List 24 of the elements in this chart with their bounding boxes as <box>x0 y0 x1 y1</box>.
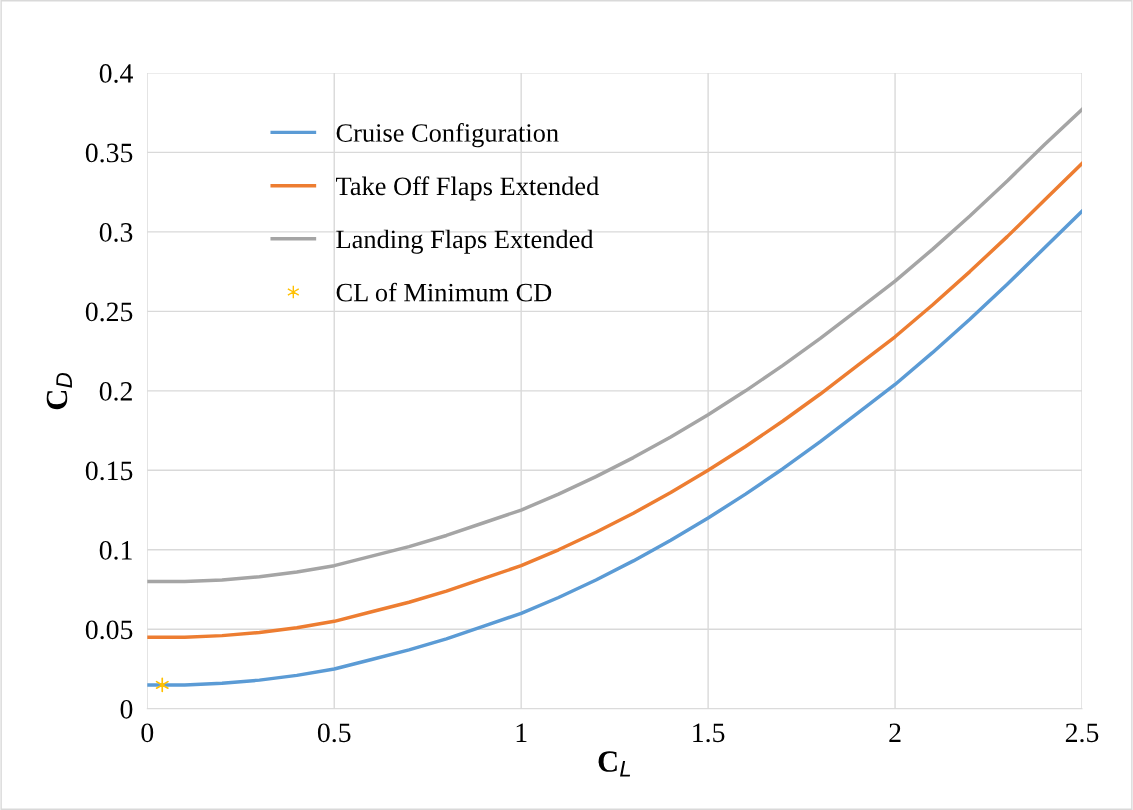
line-series <box>147 107 1083 584</box>
y-tick-label: 0.2 <box>99 381 132 401</box>
line-series <box>147 209 1083 687</box>
line-series <box>147 161 1083 639</box>
y-tick-label: 0.4 <box>99 64 133 83</box>
y-tick-label: 0.25 <box>85 302 133 322</box>
legend-label: Cruise Configuration <box>336 123 559 148</box>
x-tick-label: 2 <box>889 723 901 742</box>
y-tick-label: 0 <box>120 699 133 719</box>
legend-label: CL of Minimum CD <box>336 282 552 302</box>
y-axis-title: C$_{D}$ <box>46 372 72 410</box>
x-tick-label: 0 <box>141 723 154 743</box>
y-tick-label: 0.3 <box>99 223 133 242</box>
x-axis-title: C$_{L}$ <box>598 751 631 777</box>
y-tick-label: 0.1 <box>99 540 132 560</box>
x-tick-label: 1 <box>516 723 527 742</box>
x-tick-label: 2.5 <box>1065 723 1099 743</box>
y-tick-label: 0.15 <box>85 461 133 481</box>
y-tick-label: 0.35 <box>85 143 133 163</box>
y-tick-label: 0.05 <box>85 620 133 640</box>
legend-label: Take Off Flaps Extended <box>336 176 599 201</box>
x-tick-label: 0.5 <box>317 723 351 743</box>
legend-label: Landing Flaps Extended <box>336 229 594 254</box>
x-tick-label: 1.5 <box>693 723 725 743</box>
